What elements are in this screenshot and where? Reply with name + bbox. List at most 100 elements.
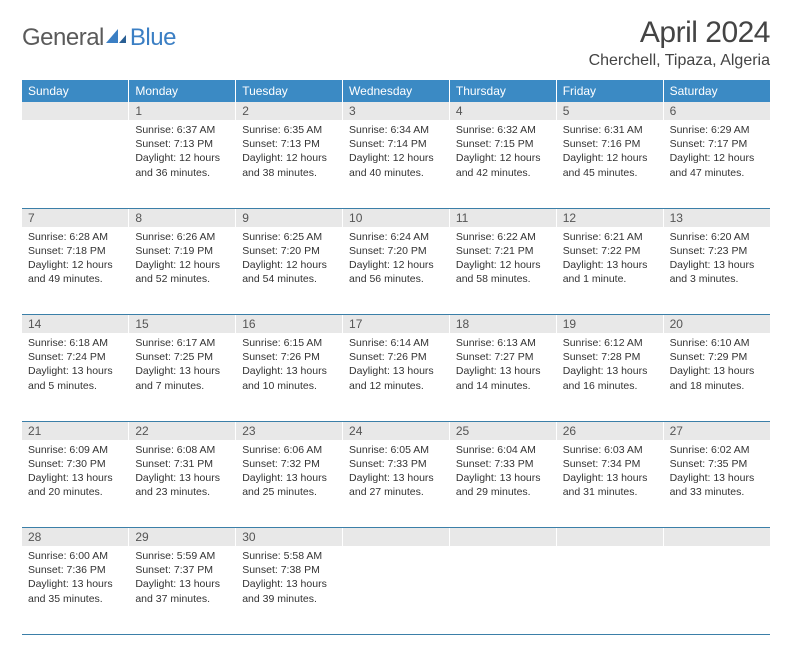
sunrise-text: Sunrise: 6:31 AM xyxy=(563,123,657,137)
daylight-text: Daylight: 13 hours and 14 minutes. xyxy=(456,364,550,392)
day-content-cell: Sunrise: 6:24 AMSunset: 7:20 PMDaylight:… xyxy=(343,227,450,315)
day-content-cell xyxy=(343,546,450,634)
daylight-text: Daylight: 13 hours and 12 minutes. xyxy=(349,364,443,392)
day-content-cell: Sunrise: 6:20 AMSunset: 7:23 PMDaylight:… xyxy=(663,227,770,315)
sunset-text: Sunset: 7:14 PM xyxy=(349,137,443,151)
day-header: Sunday xyxy=(22,80,129,102)
day-number-cell: 13 xyxy=(663,208,770,227)
sunrise-text: Sunrise: 6:32 AM xyxy=(456,123,550,137)
sunset-text: Sunset: 7:24 PM xyxy=(28,350,122,364)
day-number-cell: 14 xyxy=(22,315,129,334)
day-number-cell: 7 xyxy=(22,208,129,227)
day-content-cell: Sunrise: 6:31 AMSunset: 7:16 PMDaylight:… xyxy=(556,120,663,208)
daylight-text: Daylight: 13 hours and 27 minutes. xyxy=(349,471,443,499)
day-content-cell: Sunrise: 6:02 AMSunset: 7:35 PMDaylight:… xyxy=(663,440,770,528)
sunrise-text: Sunrise: 6:20 AM xyxy=(670,230,764,244)
sunset-text: Sunset: 7:32 PM xyxy=(242,457,336,471)
day-content-cell: Sunrise: 6:13 AMSunset: 7:27 PMDaylight:… xyxy=(449,333,556,421)
day-number-cell: 15 xyxy=(129,315,236,334)
sunset-text: Sunset: 7:33 PM xyxy=(349,457,443,471)
day-number-cell: 2 xyxy=(236,102,343,120)
sunrise-text: Sunrise: 6:35 AM xyxy=(242,123,336,137)
sunset-text: Sunset: 7:13 PM xyxy=(135,137,229,151)
daylight-text: Daylight: 12 hours and 49 minutes. xyxy=(28,258,122,286)
day-header: Monday xyxy=(129,80,236,102)
daylight-text: Daylight: 13 hours and 33 minutes. xyxy=(670,471,764,499)
day-number-cell: 30 xyxy=(236,528,343,547)
day-content-cell: Sunrise: 6:17 AMSunset: 7:25 PMDaylight:… xyxy=(129,333,236,421)
sunset-text: Sunset: 7:20 PM xyxy=(349,244,443,258)
day-number-cell: 12 xyxy=(556,208,663,227)
sunrise-text: Sunrise: 6:22 AM xyxy=(456,230,550,244)
day-number-row: 123456 xyxy=(22,102,770,120)
day-number-cell: 28 xyxy=(22,528,129,547)
daylight-text: Daylight: 13 hours and 16 minutes. xyxy=(563,364,657,392)
sunrise-text: Sunrise: 6:25 AM xyxy=(242,230,336,244)
day-content-cell: Sunrise: 6:15 AMSunset: 7:26 PMDaylight:… xyxy=(236,333,343,421)
sunset-text: Sunset: 7:34 PM xyxy=(563,457,657,471)
sunset-text: Sunset: 7:18 PM xyxy=(28,244,122,258)
daylight-text: Daylight: 13 hours and 37 minutes. xyxy=(135,577,229,605)
day-content-cell: Sunrise: 6:21 AMSunset: 7:22 PMDaylight:… xyxy=(556,227,663,315)
day-number-cell: 27 xyxy=(663,421,770,440)
day-content-cell xyxy=(556,546,663,634)
day-number-cell: 29 xyxy=(129,528,236,547)
day-content-row: Sunrise: 6:09 AMSunset: 7:30 PMDaylight:… xyxy=(22,440,770,528)
day-number-cell: 4 xyxy=(449,102,556,120)
day-number-cell: 1 xyxy=(129,102,236,120)
day-content-cell xyxy=(22,120,129,208)
day-content-cell: Sunrise: 6:03 AMSunset: 7:34 PMDaylight:… xyxy=(556,440,663,528)
sunset-text: Sunset: 7:15 PM xyxy=(456,137,550,151)
day-content-cell: Sunrise: 6:09 AMSunset: 7:30 PMDaylight:… xyxy=(22,440,129,528)
calendar-table: Sunday Monday Tuesday Wednesday Thursday… xyxy=(22,80,770,635)
sunset-text: Sunset: 7:26 PM xyxy=(242,350,336,364)
sunset-text: Sunset: 7:20 PM xyxy=(242,244,336,258)
daylight-text: Daylight: 12 hours and 54 minutes. xyxy=(242,258,336,286)
day-content-row: Sunrise: 6:28 AMSunset: 7:18 PMDaylight:… xyxy=(22,227,770,315)
sunset-text: Sunset: 7:13 PM xyxy=(242,137,336,151)
daylight-text: Daylight: 13 hours and 7 minutes. xyxy=(135,364,229,392)
day-number-cell xyxy=(343,528,450,547)
daylight-text: Daylight: 13 hours and 20 minutes. xyxy=(28,471,122,499)
day-number-cell: 5 xyxy=(556,102,663,120)
day-content-cell: Sunrise: 6:25 AMSunset: 7:20 PMDaylight:… xyxy=(236,227,343,315)
page-header: General Blue April 2024 Cherchell, Tipaz… xyxy=(22,16,770,70)
daylight-text: Daylight: 13 hours and 1 minute. xyxy=(563,258,657,286)
day-content-cell: Sunrise: 6:00 AMSunset: 7:36 PMDaylight:… xyxy=(22,546,129,634)
day-content-cell: Sunrise: 6:35 AMSunset: 7:13 PMDaylight:… xyxy=(236,120,343,208)
logo: General Blue xyxy=(22,24,176,52)
day-number-cell xyxy=(556,528,663,547)
logo-sail-icon xyxy=(104,27,128,45)
sunset-text: Sunset: 7:31 PM xyxy=(135,457,229,471)
day-content-cell: Sunrise: 6:26 AMSunset: 7:19 PMDaylight:… xyxy=(129,227,236,315)
sunrise-text: Sunrise: 6:08 AM xyxy=(135,443,229,457)
calendar-body: 123456Sunrise: 6:37 AMSunset: 7:13 PMDay… xyxy=(22,102,770,634)
sunset-text: Sunset: 7:19 PM xyxy=(135,244,229,258)
day-content-cell: Sunrise: 5:59 AMSunset: 7:37 PMDaylight:… xyxy=(129,546,236,634)
daylight-text: Daylight: 13 hours and 35 minutes. xyxy=(28,577,122,605)
daylight-text: Daylight: 13 hours and 29 minutes. xyxy=(456,471,550,499)
day-number-cell xyxy=(22,102,129,120)
daylight-text: Daylight: 12 hours and 45 minutes. xyxy=(563,151,657,179)
sunrise-text: Sunrise: 6:24 AM xyxy=(349,230,443,244)
day-header: Saturday xyxy=(663,80,770,102)
sunrise-text: Sunrise: 5:59 AM xyxy=(135,549,229,563)
day-content-cell: Sunrise: 6:04 AMSunset: 7:33 PMDaylight:… xyxy=(449,440,556,528)
sunset-text: Sunset: 7:36 PM xyxy=(28,563,122,577)
day-content-cell: Sunrise: 6:05 AMSunset: 7:33 PMDaylight:… xyxy=(343,440,450,528)
day-header: Friday xyxy=(556,80,663,102)
day-number-row: 14151617181920 xyxy=(22,315,770,334)
sunset-text: Sunset: 7:22 PM xyxy=(563,244,657,258)
day-header: Tuesday xyxy=(236,80,343,102)
day-content-cell: Sunrise: 6:12 AMSunset: 7:28 PMDaylight:… xyxy=(556,333,663,421)
daylight-text: Daylight: 13 hours and 39 minutes. xyxy=(242,577,336,605)
day-content-cell: Sunrise: 6:14 AMSunset: 7:26 PMDaylight:… xyxy=(343,333,450,421)
day-number-cell: 20 xyxy=(663,315,770,334)
sunrise-text: Sunrise: 6:34 AM xyxy=(349,123,443,137)
day-number-cell: 23 xyxy=(236,421,343,440)
sunrise-text: Sunrise: 6:15 AM xyxy=(242,336,336,350)
calendar-page: General Blue April 2024 Cherchell, Tipaz… xyxy=(0,0,792,651)
daylight-text: Daylight: 13 hours and 5 minutes. xyxy=(28,364,122,392)
day-content-cell: Sunrise: 6:29 AMSunset: 7:17 PMDaylight:… xyxy=(663,120,770,208)
sunset-text: Sunset: 7:37 PM xyxy=(135,563,229,577)
